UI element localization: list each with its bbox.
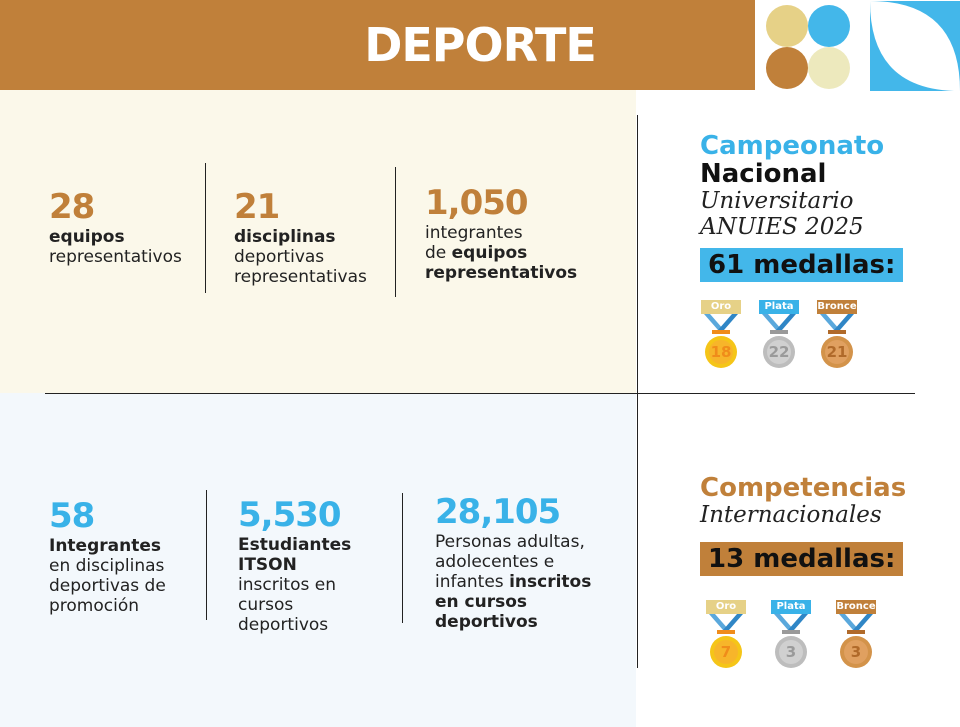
stat-label: de [425, 243, 452, 263]
medal-count: 22 [768, 343, 790, 361]
stat-label: deportivas de [49, 576, 166, 596]
divider [637, 115, 638, 668]
section-title: Campeonato [700, 131, 885, 161]
stat-label: representativas [234, 267, 367, 287]
stat-label: equipos [49, 227, 125, 247]
stat-label: representativos [49, 247, 182, 267]
section-subtitle: Internacionales [700, 502, 882, 528]
stat-number: 21 [234, 187, 280, 227]
section-title: Nacional [700, 159, 827, 189]
stat-label: integrantes [425, 223, 523, 243]
medal-bronce: Bronce 3 [835, 600, 877, 674]
stat-number: 5,530 [238, 495, 342, 535]
divider [205, 163, 206, 293]
divider [402, 493, 403, 623]
stat-number: 28 [49, 187, 95, 227]
stat-label: inscritos [509, 572, 592, 592]
section-subtitle: ANUIES 2025 [700, 214, 864, 240]
medal-label: Plata [776, 601, 806, 612]
leaf-logo [870, 1, 960, 91]
medal-label: Bronce [836, 601, 876, 612]
medal-plata: Plata 3 [770, 600, 812, 674]
section-subtitle: Universitario [700, 188, 854, 214]
stat-label: disciplinas [234, 227, 336, 247]
medal-label: Bronce [817, 301, 857, 312]
stat-label: cursos [238, 595, 294, 615]
page-title: DEPORTE [364, 18, 597, 72]
medal-oro: Oro 18 [700, 300, 742, 374]
stat-label: infantes [435, 572, 510, 592]
header-bar [0, 0, 755, 90]
stat-estudiantes: 5,530 Estudiantes ITSON inscritos en cur… [238, 495, 351, 635]
stat-label: ITSON [238, 555, 297, 575]
stat-integrantes: 1,050 integrantes de equipos representat… [425, 183, 577, 283]
bottom-panel [0, 393, 636, 727]
divider [395, 167, 396, 297]
stat-disciplinas: 21 disciplinas deportivas representativa… [234, 187, 367, 287]
stat-label: Estudiantes [238, 535, 352, 555]
medal-plata: Plata 22 [758, 300, 800, 374]
stat-number: 28,105 [435, 492, 561, 532]
stat-label: deportivas [234, 247, 325, 267]
medal-label: Plata [764, 301, 794, 312]
top-panel [0, 90, 636, 393]
divider [45, 393, 915, 394]
stat-label: adolecentes e [435, 552, 555, 572]
medal-count: 21 [826, 343, 848, 361]
medal-count: 7 [720, 643, 732, 661]
medal-total-badge: 61 medallas: [700, 248, 904, 282]
medal-count: 3 [850, 643, 862, 661]
stat-label: deportivos [238, 615, 329, 635]
stat-label: equipos [451, 243, 528, 263]
medal-count: 18 [710, 343, 732, 361]
stat-label: en disciplinas [49, 556, 165, 576]
medal-label: Oro [715, 601, 737, 612]
nacional-section: Campeonato Nacional Universitario ANUIES… [700, 131, 904, 282]
stat-number: 1,050 [425, 183, 529, 223]
stat-promocion: 58 Integrantes en disciplinas deportivas… [49, 496, 166, 616]
divider [206, 490, 207, 620]
medal-bronce: Bronce 21 [816, 300, 858, 374]
stat-personas: 28,105 Personas adultas, adolecentes e i… [435, 492, 591, 632]
circles-logo [766, 5, 850, 89]
medal-label: Oro [710, 301, 732, 312]
stat-label: Integrantes [49, 536, 161, 556]
stat-label: promoción [49, 596, 140, 616]
stat-label: inscritos en [238, 575, 336, 595]
internacional-section: Competencias Internacionales 13 medallas… [700, 474, 906, 576]
stat-label: representativos [425, 263, 578, 283]
stat-label: en cursos [435, 592, 528, 612]
stat-number: 58 [49, 496, 95, 536]
medal-total-badge: 13 medallas: [700, 542, 904, 576]
stat-label: deportivos [435, 612, 538, 632]
medal-count: 3 [785, 643, 797, 661]
stat-label: Personas adultas, [435, 532, 585, 552]
section-title: Competencias [700, 473, 907, 503]
medal-oro: Oro 7 [705, 600, 747, 674]
stat-equipos: 28 equipos representativos [49, 187, 182, 267]
